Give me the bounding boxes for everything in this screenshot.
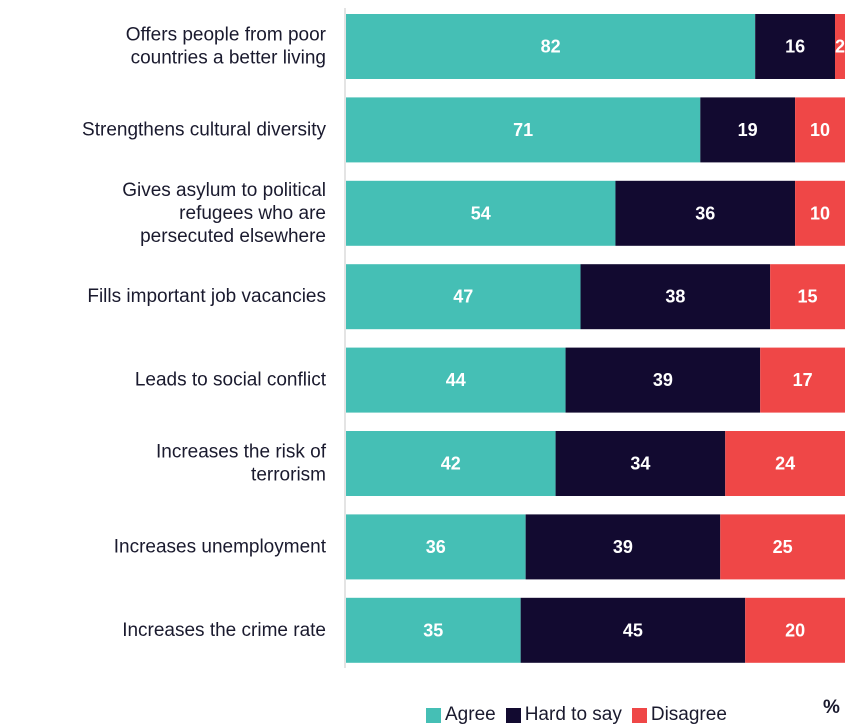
legend-swatch-disagree: [631, 707, 647, 723]
data-label-disagree-7: 20: [785, 620, 805, 640]
legend-label-agree: Agree: [445, 704, 496, 725]
data-label-hard-to-say-6: 39: [613, 537, 633, 557]
category-label-0-line-0: Offers people from poor: [126, 25, 327, 46]
data-label-disagree-6: 25: [773, 537, 793, 557]
data-label-disagree-1: 10: [810, 120, 830, 140]
data-label-agree-5: 42: [441, 454, 461, 474]
bar-hard-to-say-7: [520, 597, 746, 663]
bar-disagree-7: [745, 597, 845, 663]
data-label-disagree-3: 15: [798, 287, 818, 307]
bar-hard-to-say-2: [615, 180, 796, 246]
category-label-5-line-0: Increases the risk of: [156, 442, 327, 463]
bar-hard-to-say-1: [700, 97, 796, 163]
data-label-hard-to-say-5: 34: [630, 454, 650, 474]
data-label-hard-to-say-0: 16: [785, 37, 805, 57]
data-label-disagree-4: 17: [793, 370, 813, 390]
data-label-agree-0: 82: [541, 37, 561, 57]
bar-agree-5: [346, 431, 556, 496]
data-label-agree-6: 36: [426, 537, 446, 557]
bar-disagree-2: [795, 180, 845, 246]
bar-hard-to-say-4: [565, 347, 761, 413]
data-label-disagree-5: 24: [775, 454, 795, 474]
bar-agree-7: [346, 597, 521, 663]
bar-disagree-3: [770, 264, 845, 330]
data-label-disagree-2: 10: [810, 203, 830, 223]
category-label-3-line-0: Fills important job vacancies: [87, 286, 326, 307]
bar-agree-6: [346, 514, 526, 580]
data-label-hard-to-say-2: 36: [695, 203, 715, 223]
data-label-agree-7: 35: [423, 620, 443, 640]
category-label-7-line-0: Increases the crime rate: [122, 620, 326, 641]
category-label-4-line-0: Leads to social conflict: [135, 370, 327, 391]
bar-disagree-4: [760, 347, 845, 413]
legend-label-hard-to-say: Hard to say: [524, 704, 622, 725]
legend-item-disagree: Disagree: [631, 704, 727, 726]
bar-disagree-0: [835, 14, 845, 79]
legend: Agree Hard to say Disagree: [426, 704, 727, 726]
bar-agree-1: [346, 97, 701, 163]
bar-disagree-1: [795, 97, 845, 163]
legend-item-agree: Agree: [426, 704, 496, 726]
bar-agree-2: [346, 180, 616, 246]
bar-hard-to-say-5: [555, 431, 726, 496]
category-label-0-line-1: countries a better living: [131, 48, 326, 69]
bar-disagree-5: [725, 431, 845, 496]
bar-agree-4: [346, 347, 566, 413]
bar-agree-0: [346, 14, 756, 79]
bar-agree-3: [346, 264, 581, 330]
bars-group: 82 16 2 71 19 10 54 36 10 47 38 15 44 39 17 42 34 24 36 39 2…: [346, 14, 845, 663]
data-label-hard-to-say-4: 39: [653, 370, 673, 390]
unit-label: %: [823, 697, 840, 718]
data-label-hard-to-say-3: 38: [665, 287, 685, 307]
legend-swatch-hard-to-say: [505, 707, 521, 723]
bar-hard-to-say-6: [525, 514, 721, 580]
data-label-hard-to-say-7: 45: [623, 620, 643, 640]
legend-label-disagree: Disagree: [650, 704, 727, 725]
data-label-hard-to-say-1: 19: [738, 120, 758, 140]
category-label-2-line-2: persecuted elsewhere: [140, 226, 326, 247]
bar-disagree-6: [720, 514, 845, 580]
category-label-2-line-0: Gives asylum to political: [122, 180, 326, 201]
data-label-agree-2: 54: [471, 203, 491, 223]
category-label-2-line-1: refugees who are: [179, 203, 326, 224]
data-label-disagree-0: 2: [835, 37, 845, 57]
category-label-5-line-1: terrorism: [251, 465, 326, 486]
data-label-agree-4: 44: [446, 370, 466, 390]
legend-swatch-agree: [426, 707, 441, 723]
bar-hard-to-say-0: [755, 14, 836, 79]
legend-item-hard-to-say: Hard to say: [505, 704, 622, 726]
category-label-6-line-0: Increases unemployment: [114, 536, 327, 557]
bar-hard-to-say-3: [580, 264, 771, 330]
category-label-1-line-0: Strengthens cultural diversity: [82, 119, 326, 140]
data-label-agree-3: 47: [453, 287, 473, 307]
data-label-agree-1: 71: [513, 120, 533, 140]
